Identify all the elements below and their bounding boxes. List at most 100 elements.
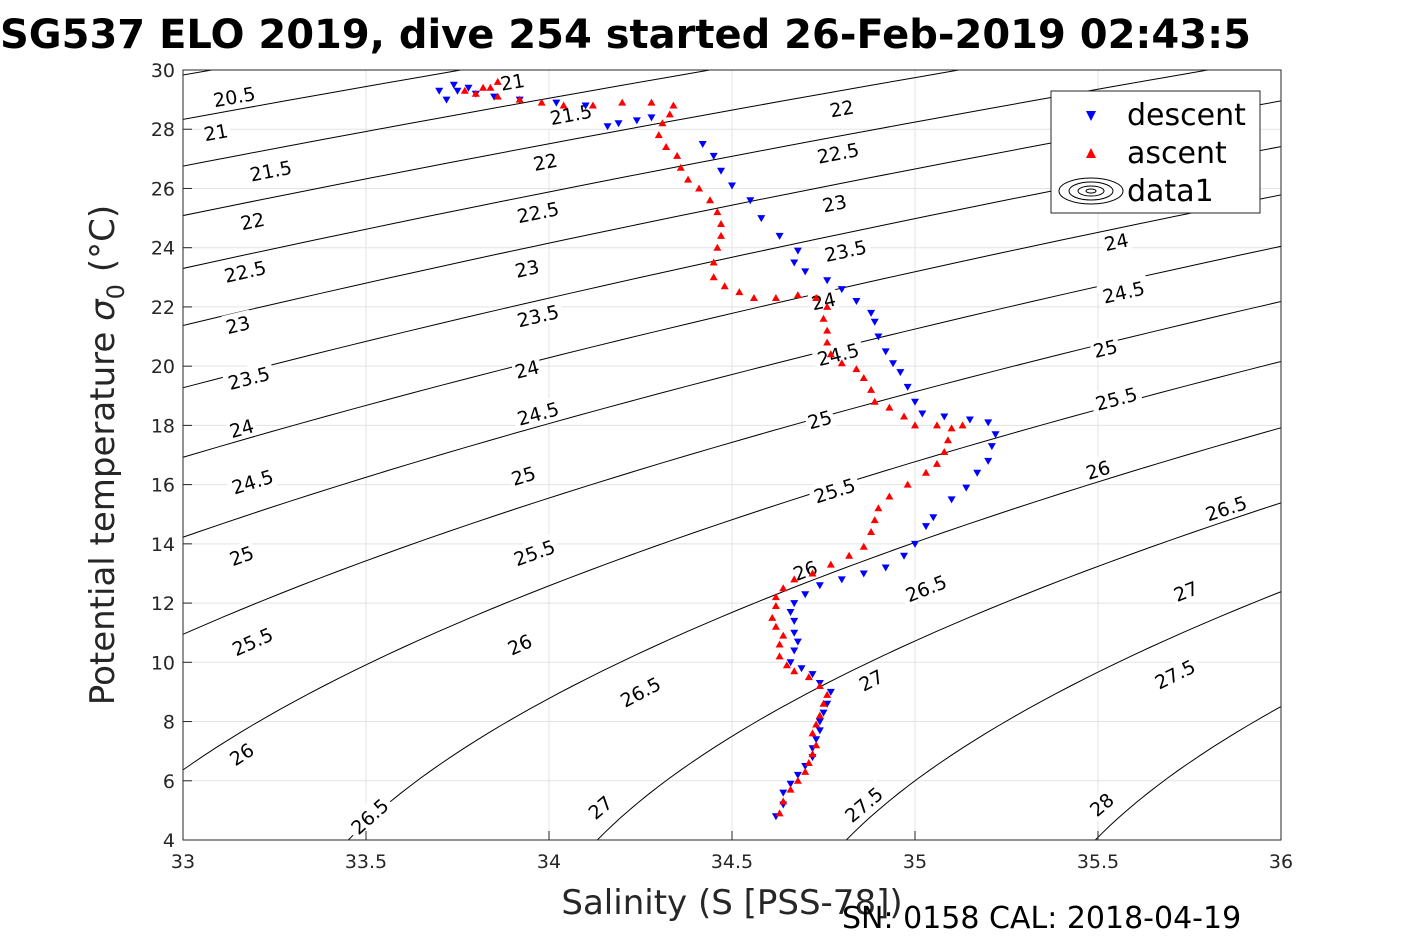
y-tick-label: 12 xyxy=(151,593,175,615)
ascent-point xyxy=(786,785,795,793)
ascent-point xyxy=(479,83,488,91)
ascent-point xyxy=(793,776,802,784)
contour-label-text: 23 xyxy=(821,191,849,217)
descent-point xyxy=(859,570,868,578)
ascent-point xyxy=(808,750,817,758)
descent-point xyxy=(823,700,832,708)
ascent-point xyxy=(808,569,817,577)
ascent-point xyxy=(812,720,821,728)
descent-point xyxy=(881,348,890,356)
descent-point xyxy=(991,431,1000,439)
contour-line xyxy=(183,70,1208,269)
ascent-point xyxy=(779,631,788,639)
descent-point xyxy=(786,780,795,788)
legend-marker-data1 xyxy=(1058,177,1124,205)
ascent-point xyxy=(932,421,941,429)
ascent-point xyxy=(885,403,894,411)
ascent-point xyxy=(720,282,729,290)
ascent-point xyxy=(815,711,824,719)
contour-label-bg xyxy=(529,147,561,175)
contour-label: 21 xyxy=(199,117,232,146)
contour-line xyxy=(183,245,1281,538)
ascent-point xyxy=(874,504,883,512)
y-tick-label: 24 xyxy=(151,238,175,260)
ascent-point xyxy=(826,560,835,568)
contour-label: 25 xyxy=(1088,333,1122,363)
descent-point xyxy=(464,84,473,92)
contour-line xyxy=(347,427,1281,840)
contour-label-text: 22 xyxy=(239,209,267,235)
descent-point xyxy=(786,608,795,616)
ascent-point xyxy=(709,273,718,281)
ascent-point xyxy=(903,480,912,488)
ascent-point xyxy=(588,101,597,109)
contour-label: 23 xyxy=(818,188,851,217)
ascent-point xyxy=(958,421,967,429)
y-tick-label: 6 xyxy=(163,771,175,793)
contour-label-bg xyxy=(1096,274,1151,308)
contour-line xyxy=(183,70,959,217)
descent-point xyxy=(790,259,799,267)
ascent-point xyxy=(870,516,879,524)
contour-label-bg xyxy=(807,471,862,508)
contour-label-bg xyxy=(1088,333,1122,362)
contour-line xyxy=(845,591,1281,840)
descent-point xyxy=(552,99,561,107)
descent-point xyxy=(896,369,905,377)
contour-label-bg xyxy=(224,539,259,570)
y-tick-label: 14 xyxy=(151,534,175,556)
ascent-point xyxy=(790,575,799,583)
descent-point xyxy=(929,514,938,522)
ascent-point xyxy=(669,101,678,109)
descent-point xyxy=(911,540,919,548)
y-tick-label: 26 xyxy=(151,178,175,200)
ascent-point xyxy=(771,294,780,302)
contour-labels: 20.52121.52222.52323.52424.52525.52626.5… xyxy=(199,67,1253,841)
contour-label-bg xyxy=(1081,454,1115,484)
contour-label-bg xyxy=(825,94,858,121)
descent-point xyxy=(581,102,590,110)
descent-point xyxy=(801,591,810,599)
contour-label-bg xyxy=(1147,652,1202,695)
descent-point xyxy=(793,247,802,255)
contour-label-bg xyxy=(511,195,565,227)
descent-point xyxy=(717,167,726,175)
ascent-point xyxy=(658,119,667,127)
ascent-point xyxy=(823,326,832,334)
x-tick-label: 36 xyxy=(1269,851,1293,873)
ascent-point xyxy=(804,673,813,681)
legend-label-ascent: ascent xyxy=(1127,136,1227,171)
calibration-footer: SN: 0158 CAL: 2018-04-19 xyxy=(842,901,1241,936)
ascent-point xyxy=(647,98,656,106)
x-axis-ticks: 33 33.5 34 34.5 35 35.5 36 xyxy=(171,831,1293,873)
descent-point xyxy=(823,277,832,285)
descent-point xyxy=(984,457,993,465)
contour-label-bg xyxy=(810,336,865,371)
ascent-point xyxy=(823,302,832,310)
ascent-point xyxy=(460,86,469,94)
ascent-point xyxy=(713,243,722,251)
ascent-point xyxy=(826,350,835,358)
y-tick-label: 4 xyxy=(163,830,175,852)
ascent-point xyxy=(706,196,715,204)
legend-box xyxy=(1050,90,1261,214)
contour-label: 25 xyxy=(224,539,259,571)
y-tick-label: 20 xyxy=(151,356,175,378)
ascent-point xyxy=(911,421,919,429)
x-tick-label: 35.5 xyxy=(1077,851,1119,873)
contour-line xyxy=(183,100,1281,326)
ascent-series xyxy=(460,77,967,817)
contour-label-bg xyxy=(818,233,873,266)
ascent-point xyxy=(947,424,956,432)
contour-line xyxy=(183,300,1281,635)
descent-point xyxy=(870,318,879,326)
ascent-point xyxy=(845,551,854,559)
descent-point xyxy=(947,496,956,504)
ascent-point xyxy=(771,622,780,630)
contour-label-text: 22 xyxy=(532,150,560,176)
y-tick-label: 30 xyxy=(151,60,175,82)
contour-label-bg xyxy=(807,286,840,314)
descent-point xyxy=(826,688,835,696)
descent-point xyxy=(728,182,736,190)
ascent-point xyxy=(859,374,868,381)
